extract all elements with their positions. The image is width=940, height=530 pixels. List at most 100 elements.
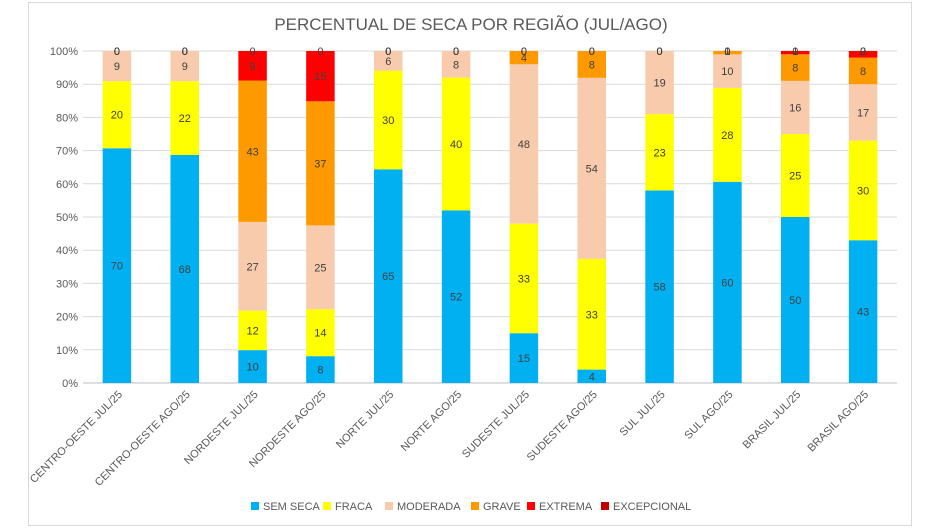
data-label: 15 (518, 353, 530, 365)
x-category-label: SUL JUL/25 (618, 389, 668, 439)
bar-segment (170, 154, 199, 383)
data-label: 48 (518, 139, 530, 151)
bar-segment (238, 221, 267, 311)
data-label: 9 (182, 61, 188, 73)
data-label: 14 (314, 328, 326, 340)
legend-label: EXTREMA (539, 501, 593, 513)
data-label: 37 (314, 158, 326, 170)
bar-segment (509, 223, 539, 334)
data-label: 50 (789, 295, 801, 307)
data-label: 19 (653, 78, 665, 90)
bar-segment (306, 101, 335, 226)
x-category-label: NORTE JUL/25 (334, 389, 396, 451)
data-label: 15 (314, 71, 326, 83)
bar-segment (645, 51, 674, 115)
data-label: 0 (114, 46, 120, 58)
bar-segment (577, 51, 606, 78)
bar-segment (306, 356, 335, 383)
data-label: 54 (586, 163, 598, 175)
legend-swatch (601, 502, 609, 510)
data-label: 0 (114, 46, 120, 58)
bar-segment (509, 64, 539, 224)
data-label: 0 (453, 46, 459, 58)
data-label: 33 (586, 309, 598, 321)
data-label: 1 (792, 46, 798, 58)
data-label: 8 (860, 66, 866, 78)
y-tick-label: 30% (56, 278, 78, 290)
bar-segment (713, 54, 742, 88)
bar-segment (102, 148, 132, 383)
bar-segment (848, 140, 878, 241)
bar-segment (645, 190, 674, 383)
data-label: 27 (246, 261, 258, 273)
data-label: 65 (382, 271, 394, 283)
data-label: 0 (385, 46, 391, 58)
y-tick-label: 90% (56, 79, 78, 91)
legend: SEM SECA FRACA MODERADA GRAVE EXTREMA EXCEPCI… (251, 501, 691, 513)
y-tick-label: 40% (56, 245, 78, 257)
data-label: 33 (518, 273, 530, 285)
gridlines (83, 50, 897, 384)
legend-label: FRACA (335, 501, 373, 513)
y-tick-label: 70% (56, 146, 78, 158)
bar-segment (102, 81, 132, 149)
data-label: 40 (450, 139, 462, 151)
data-label: 23 (653, 147, 665, 159)
x-category-label: NORDESTE AGO/25 (247, 389, 329, 471)
data-label: 0 (521, 46, 527, 58)
data-label: 0 (385, 46, 391, 58)
x-category-label: NORTE AGO/25 (399, 389, 464, 454)
bar-segment (441, 51, 471, 78)
data-label: 0 (385, 46, 391, 58)
data-label: 8 (453, 59, 459, 71)
bar-segment (781, 217, 810, 383)
bar-segment (781, 80, 810, 134)
bars (102, 51, 878, 383)
data-label: 0 (792, 46, 798, 58)
legend-swatch (471, 502, 479, 510)
legend-swatch (323, 502, 331, 510)
data-label: 30 (382, 115, 394, 127)
bar-segment (102, 51, 132, 82)
data-label: 0 (657, 46, 663, 58)
x-category-label: BRASIL AGO/25 (805, 389, 871, 455)
x-category-label: SUL AGO/25 (682, 389, 735, 442)
bar-segment (238, 80, 267, 222)
bar-segment (374, 169, 403, 383)
data-labels: 7020900068229000101227439081425371506530… (111, 46, 869, 383)
data-label: 70 (111, 261, 123, 273)
chart-frame: PERCENTUAL DE SECA POR REGIÃO (JUL/AGO) … (28, 2, 912, 526)
data-label: 20 (111, 110, 123, 122)
data-label: 0 (182, 46, 188, 58)
chart-title: PERCENTUAL DE SECA POR REGIÃO (JUL/AGO) (274, 15, 667, 34)
data-label: 43 (246, 146, 258, 158)
y-tick-label: 60% (56, 179, 78, 191)
data-label: 0 (724, 46, 730, 58)
data-label: 22 (179, 113, 191, 125)
data-label: 0 (589, 46, 595, 58)
bar-segment (306, 225, 335, 310)
bar-segment (645, 114, 674, 191)
bar-segment (848, 84, 878, 141)
y-tick-label: 100% (50, 46, 78, 58)
bar-segment (170, 81, 199, 155)
legend-label: MODERADA (397, 501, 461, 513)
data-label: 0 (657, 46, 663, 58)
data-label: 25 (789, 171, 801, 183)
bar-segment (441, 210, 471, 383)
data-label: 68 (179, 264, 191, 276)
y-tick-label: 10% (56, 345, 78, 357)
data-label: 8 (792, 63, 798, 75)
bar-segment (781, 134, 810, 217)
bar-segment (306, 309, 335, 357)
bar-segment (577, 369, 606, 383)
x-category-label: SUDESTE AGO/25 (525, 389, 600, 464)
data-label: 0 (182, 46, 188, 58)
data-label: 12 (246, 325, 258, 337)
bar-segment (306, 51, 335, 102)
bar-segment (781, 51, 810, 55)
x-category-label: NORDESTE JUL/25 (182, 389, 261, 468)
legend-swatch (251, 502, 259, 510)
data-label: 6 (385, 56, 391, 68)
